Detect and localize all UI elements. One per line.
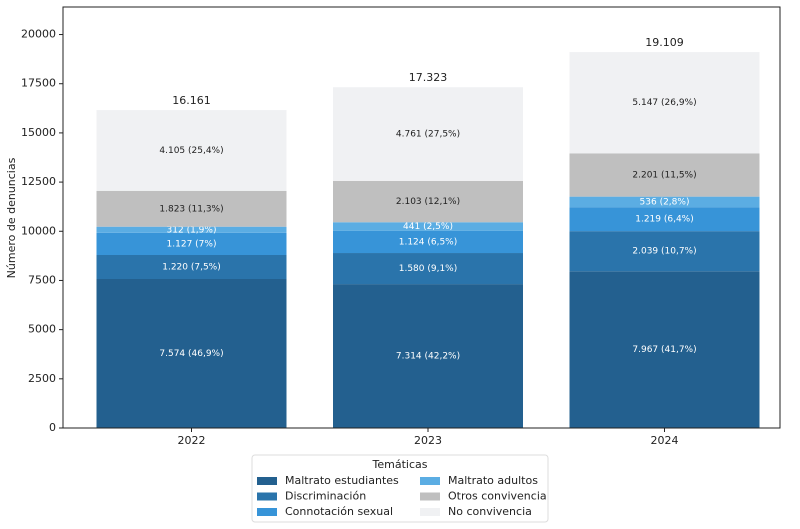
value-label: 2.039 (10,7%) <box>632 247 696 257</box>
legend-title: Temáticas <box>372 458 428 471</box>
legend-swatch <box>257 508 277 516</box>
total-label: 19.109 <box>645 36 684 49</box>
value-label: 1.127 (7%) <box>167 239 217 249</box>
legend-box <box>251 454 549 523</box>
bar-segment <box>333 180 523 223</box>
legend-label: No convivencia <box>448 505 532 518</box>
legend-swatch <box>420 492 440 501</box>
legend-label: Connotación sexual <box>285 505 393 518</box>
y-tick-label: 15000 <box>21 126 56 139</box>
x-tick-label: 2024 <box>651 434 679 447</box>
bar-segment <box>96 232 287 255</box>
value-label: 4.761 (27,5%) <box>396 130 460 140</box>
y-tick-label: 2500 <box>28 372 56 385</box>
bar-segment <box>569 231 760 272</box>
bar-segment <box>569 207 760 232</box>
value-label: 312 (1,9%) <box>167 225 217 235</box>
bar-segment <box>96 190 287 227</box>
total-label: 17.323 <box>409 71 448 84</box>
bar-segment <box>569 52 760 154</box>
value-label: 4.105 (25,4%) <box>159 146 223 156</box>
x-tick-label: 2023 <box>414 434 442 447</box>
value-label: 7.314 (42,2%) <box>396 352 460 362</box>
y-tick-label: 10000 <box>21 224 56 237</box>
value-label: 5.147 (26,9%) <box>632 98 696 108</box>
legend-label: Maltrato adultos <box>448 474 538 487</box>
bar-segment <box>569 196 760 208</box>
bar-segment <box>96 254 287 279</box>
plot-frame <box>62 6 781 429</box>
value-label: 2.201 (11,5%) <box>632 170 696 180</box>
y-tick-label: 5000 <box>28 323 56 336</box>
value-label: 536 (2,8%) <box>640 197 690 207</box>
value-label: 7.967 (41,7%) <box>632 345 696 355</box>
value-label: 1.823 (11,3%) <box>159 204 223 214</box>
value-label: 7.574 (46,9%) <box>159 349 223 359</box>
legend-label: Maltrato estudiantes <box>285 474 399 487</box>
bar-segment <box>333 284 523 428</box>
value-label: 1.220 (7,5%) <box>162 262 221 272</box>
y-tick-label: 7500 <box>28 273 56 286</box>
legend-label: Otros convivencia <box>448 490 547 503</box>
legend-swatch <box>257 477 277 485</box>
legend-swatch <box>420 508 440 516</box>
legend-swatch <box>420 477 440 485</box>
y-tick-label: 0 <box>49 421 56 434</box>
bar-segment <box>569 271 760 428</box>
total-label: 16.161 <box>172 94 211 107</box>
legend-swatch <box>257 492 277 501</box>
y-tick-label: 20000 <box>21 28 56 41</box>
bar-segment <box>96 278 287 428</box>
bar-segment <box>569 153 760 197</box>
bar-segment <box>333 222 523 231</box>
value-label: 441 (2,5%) <box>403 222 453 232</box>
value-label: 1.219 (6,4%) <box>635 215 694 225</box>
x-tick-label: 2022 <box>178 434 206 447</box>
value-label: 2.103 (12,1%) <box>396 197 460 207</box>
value-label: 1.124 (6,5%) <box>399 237 458 247</box>
bar-segment <box>333 230 523 254</box>
bar-segment <box>96 110 287 191</box>
legend-label: Discriminación <box>285 490 366 503</box>
y-tick-label: 12500 <box>21 175 56 188</box>
y-axis-label: Número de denuncias <box>5 157 18 278</box>
bar-segment <box>333 87 523 181</box>
y-tick-label: 17500 <box>21 77 56 90</box>
value-label: 1.580 (9,1%) <box>399 264 458 274</box>
bar-segment <box>96 226 287 233</box>
bar-segment <box>333 253 523 285</box>
